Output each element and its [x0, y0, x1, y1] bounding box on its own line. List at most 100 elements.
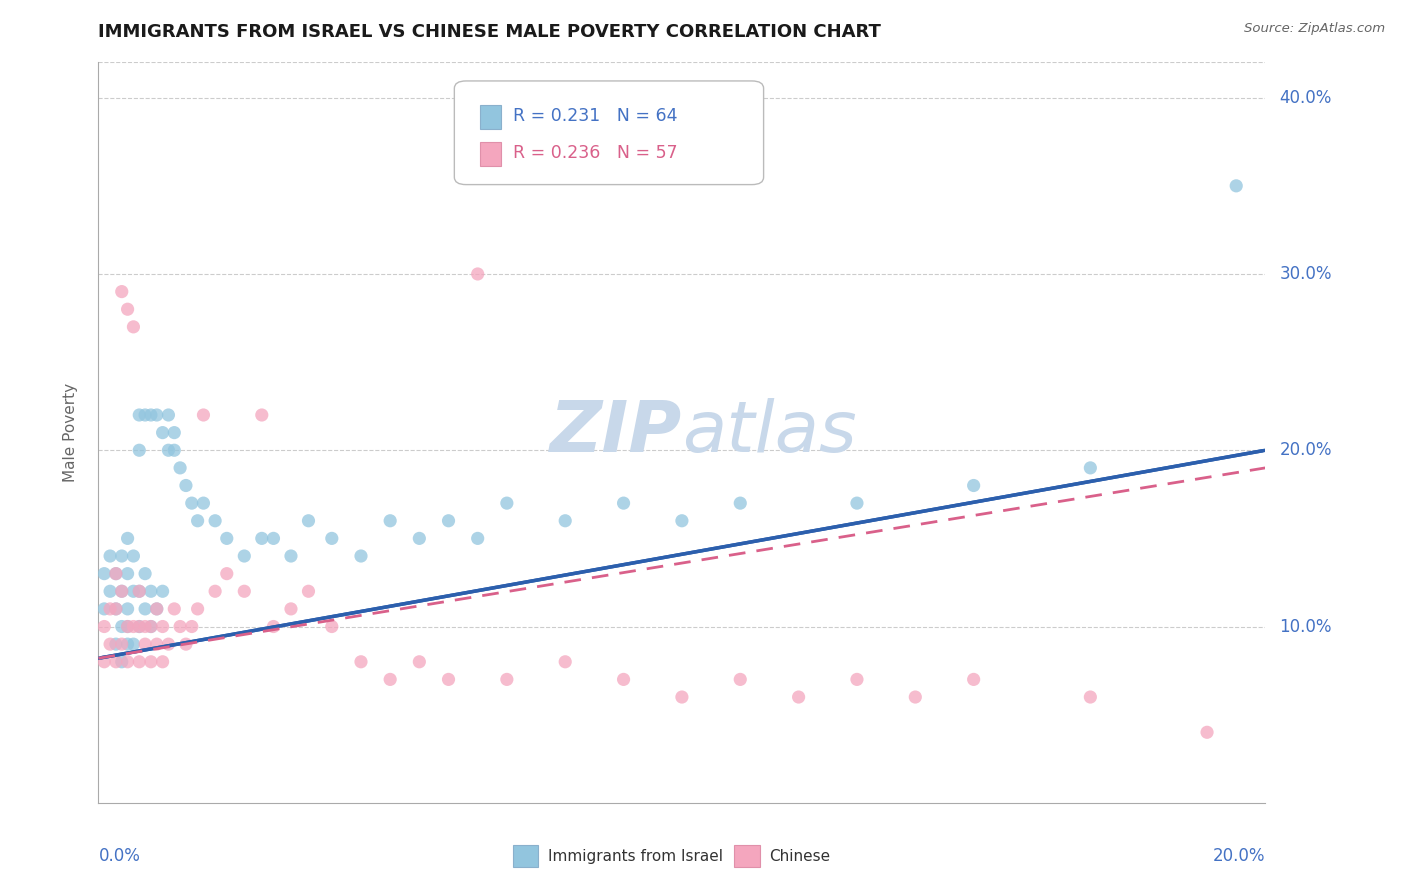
Point — [122, 584, 145, 599]
Point — [134, 619, 156, 633]
Point — [204, 514, 226, 528]
Point — [128, 443, 150, 458]
Point — [98, 602, 121, 616]
Point — [122, 637, 145, 651]
Point — [146, 602, 169, 616]
Point — [380, 514, 402, 528]
Point — [104, 602, 127, 616]
Point — [111, 637, 134, 651]
Point — [146, 408, 169, 422]
Point — [280, 602, 302, 616]
Point — [297, 514, 319, 528]
Point — [117, 619, 139, 633]
Point — [111, 655, 134, 669]
Point — [554, 514, 576, 528]
Point — [111, 584, 134, 599]
Point — [122, 619, 145, 633]
Point — [193, 496, 215, 510]
Point — [117, 302, 139, 317]
Point — [104, 655, 127, 669]
Point — [554, 655, 576, 669]
Point — [1080, 461, 1102, 475]
Text: 20.0%: 20.0% — [1279, 442, 1331, 459]
Point — [180, 496, 202, 510]
Point — [146, 637, 169, 651]
Point — [117, 619, 139, 633]
Point — [93, 619, 115, 633]
Text: ZIP: ZIP — [550, 398, 682, 467]
Point — [187, 602, 209, 616]
Point — [437, 514, 460, 528]
Point — [157, 408, 180, 422]
Point — [93, 566, 115, 581]
Point — [152, 425, 174, 440]
Text: Chinese: Chinese — [769, 848, 831, 863]
Point — [134, 408, 156, 422]
FancyBboxPatch shape — [513, 845, 538, 867]
Point — [117, 566, 139, 581]
Point — [380, 673, 402, 687]
Point — [408, 655, 430, 669]
Point — [904, 690, 927, 704]
Point — [122, 549, 145, 563]
Text: R = 0.231   N = 64: R = 0.231 N = 64 — [513, 107, 678, 125]
Point — [111, 549, 134, 563]
Point — [787, 690, 810, 704]
Point — [128, 584, 150, 599]
Point — [128, 619, 150, 633]
Point — [152, 619, 174, 633]
Point — [134, 637, 156, 651]
Point — [139, 619, 162, 633]
Point — [233, 549, 256, 563]
Point — [163, 443, 186, 458]
Text: Immigrants from Israel: Immigrants from Israel — [548, 848, 723, 863]
Point — [122, 319, 145, 334]
Point — [134, 602, 156, 616]
Point — [139, 655, 162, 669]
Point — [280, 549, 302, 563]
Point — [139, 408, 162, 422]
Point — [350, 655, 373, 669]
Point — [146, 602, 169, 616]
Point — [962, 673, 984, 687]
Point — [104, 602, 127, 616]
Point — [262, 532, 284, 546]
Point — [612, 673, 634, 687]
Point — [204, 584, 226, 599]
Point — [846, 496, 869, 510]
Text: atlas: atlas — [682, 398, 856, 467]
Point — [128, 584, 150, 599]
Point — [128, 408, 150, 422]
Point — [846, 673, 869, 687]
Point — [128, 655, 150, 669]
Point — [174, 637, 197, 651]
Point — [1080, 690, 1102, 704]
Point — [233, 584, 256, 599]
Point — [193, 408, 215, 422]
Point — [93, 602, 115, 616]
Point — [671, 514, 693, 528]
Point — [104, 566, 127, 581]
Point — [612, 496, 634, 510]
Point — [467, 532, 489, 546]
Point — [215, 532, 238, 546]
Text: R = 0.236   N = 57: R = 0.236 N = 57 — [513, 144, 678, 161]
Point — [117, 532, 139, 546]
Point — [139, 584, 162, 599]
Point — [262, 619, 284, 633]
Point — [297, 584, 319, 599]
Point — [408, 532, 430, 546]
Point — [128, 619, 150, 633]
Point — [169, 461, 191, 475]
Point — [496, 673, 519, 687]
Point — [163, 425, 186, 440]
Point — [250, 532, 273, 546]
Text: 0.0%: 0.0% — [98, 847, 141, 865]
Point — [180, 619, 202, 633]
Point — [152, 655, 174, 669]
Point — [117, 637, 139, 651]
Point — [98, 637, 121, 651]
Point — [187, 514, 209, 528]
Point — [93, 655, 115, 669]
FancyBboxPatch shape — [479, 143, 501, 166]
